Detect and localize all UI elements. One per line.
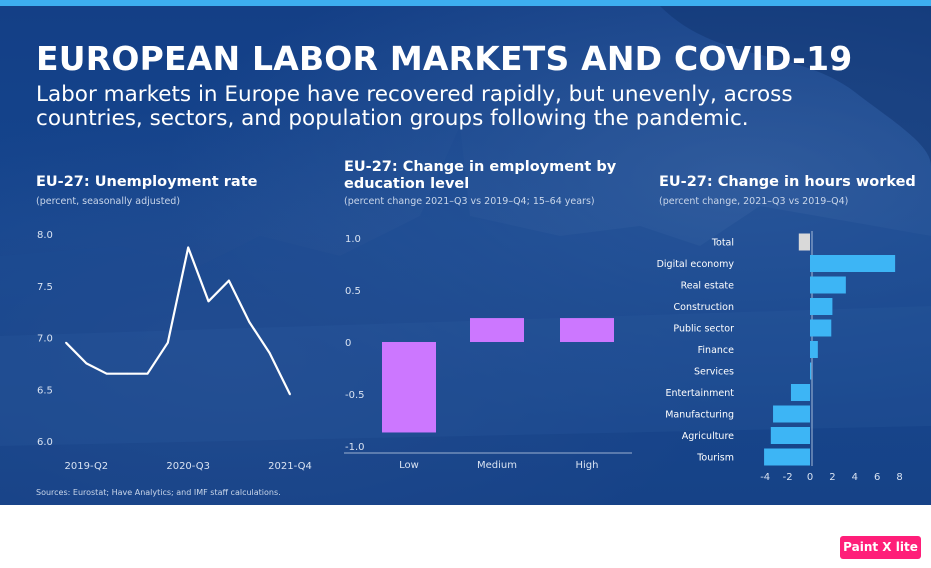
category-label: Real estate <box>681 281 735 292</box>
data-point <box>228 279 230 282</box>
page-title: EUROPEAN LABOR MARKETS AND COVID-19 <box>36 39 853 78</box>
data-point <box>207 300 210 303</box>
y-tick-label: 8.0 <box>37 230 53 241</box>
data-point <box>146 372 149 375</box>
page-subtitle: Labor markets in Europe have recovered r… <box>36 82 793 131</box>
category-label: Low <box>399 460 419 471</box>
category-label: Agriculture <box>682 431 734 442</box>
category-label: Public sector <box>673 324 734 335</box>
bar-digital-economy <box>810 255 896 272</box>
category-label: Total <box>711 238 734 249</box>
y-tick-label: -1.0 <box>345 442 365 453</box>
x-tick-label: 2019-Q2 <box>65 461 109 472</box>
bar-services <box>810 362 812 380</box>
data-point <box>187 246 190 249</box>
category-label: Digital economy <box>657 259 735 270</box>
chart2-title: EU-27: Change in employment by education… <box>344 159 617 192</box>
category-label: Tourism <box>696 453 734 464</box>
x-tick-label: 2020-Q3 <box>166 461 210 472</box>
y-tick-label: 6.0 <box>37 437 53 448</box>
y-tick-label: -0.5 <box>345 390 365 401</box>
y-tick-label: 7.5 <box>37 282 53 293</box>
y-tick-label: 0 <box>345 338 351 349</box>
bar-total <box>798 233 810 251</box>
unemployment-line-chart: 6.0 6.5 7.0 7.5 8.0 2019-Q2 2020-Q3 2021-Q4 <box>37 230 312 472</box>
hours-worked-bar-chart: Total Digital economy Real estate Construct… <box>657 231 903 483</box>
y-tick-label: 0.5 <box>345 286 361 297</box>
category-label: Services <box>694 367 734 378</box>
employment-by-education-bar-chart: -1.0 -0.5 0 0.5 1.0 Low Medium High <box>344 234 632 471</box>
bar-entertainment <box>790 384 810 401</box>
y-tick-label: 6.5 <box>37 385 53 396</box>
paint-x-lite-logo: Paint X lite <box>840 536 921 559</box>
chart1-subtitle: (percent, seasonally adjusted) <box>36 196 181 207</box>
bar-medium <box>470 318 524 342</box>
data-point <box>289 393 291 396</box>
category-label: Construction <box>674 302 735 313</box>
category-label: Manufacturing <box>665 410 734 421</box>
bar-agriculture <box>770 427 810 444</box>
bar-manufacturing <box>773 405 810 423</box>
data-point <box>85 362 88 365</box>
category-label: Entertainment <box>665 388 734 399</box>
x-tick-label: 2 <box>829 472 835 483</box>
data-point <box>268 352 271 354</box>
category-label: Finance <box>698 345 734 356</box>
bar-low <box>382 342 436 433</box>
bar-tourism <box>764 448 810 466</box>
chart3-title: EU-27: Change in hours worked <box>659 174 916 190</box>
data-point <box>126 372 128 375</box>
infographic-panel: EUROPEAN LABOR MARKETS AND COVID-19 Labo… <box>0 6 931 505</box>
data-point <box>65 341 67 344</box>
x-tick-label: 6 <box>874 472 880 483</box>
data-point <box>248 321 251 323</box>
x-tick-label: -2 <box>783 472 793 483</box>
top-accent-bar <box>0 0 931 6</box>
category-label: High <box>576 460 599 471</box>
background-photo-silhouettes <box>0 6 931 505</box>
chart3-subtitle: (percent change, 2021–Q3 vs 2019–Q4) <box>659 196 849 207</box>
category-label: Medium <box>477 460 517 471</box>
chart2-subtitle: (percent change 2021–Q3 vs 2019–Q4; 15–6… <box>344 196 595 207</box>
bar-construction <box>810 298 833 315</box>
bar-finance <box>810 341 818 358</box>
data-point <box>105 372 108 375</box>
bar-public-sector <box>810 319 832 337</box>
x-tick-label: 0 <box>807 472 813 483</box>
chart1-title: EU-27: Unemployment rate <box>36 174 258 190</box>
x-tick-label: 4 <box>852 472 858 483</box>
x-tick-label: -4 <box>760 472 770 483</box>
x-tick-label: 2021-Q4 <box>268 461 312 472</box>
bar-real-estate <box>810 276 846 294</box>
source-note: Sources: Eurostat; Have Analytics; and I… <box>36 488 281 497</box>
y-tick-label: 7.0 <box>37 334 53 345</box>
unemployment-series-line <box>65 246 291 395</box>
bar-high <box>560 318 614 342</box>
data-point <box>166 341 169 344</box>
x-tick-label: 8 <box>896 472 902 483</box>
y-tick-label: 1.0 <box>345 234 361 245</box>
